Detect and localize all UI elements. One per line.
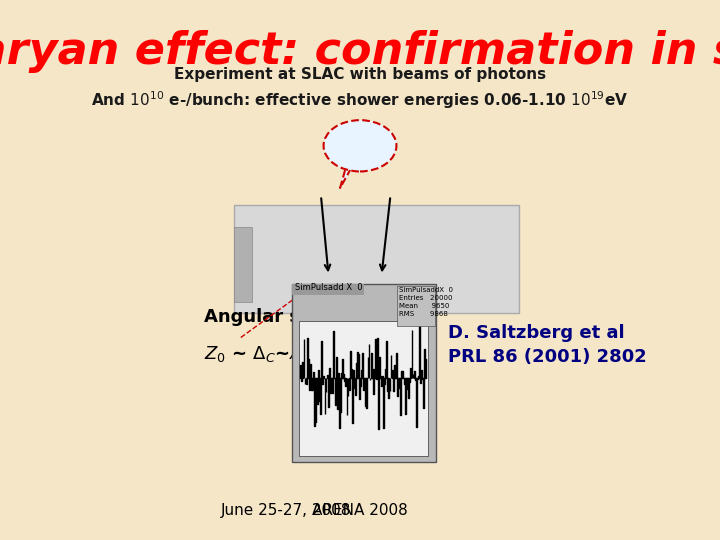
- Text: June 25-27, 2008: June 25-27, 2008: [221, 503, 351, 518]
- FancyBboxPatch shape: [234, 205, 519, 313]
- Text: PRL 86 (2001) 2802: PRL 86 (2001) 2802: [448, 348, 647, 366]
- FancyBboxPatch shape: [292, 284, 364, 295]
- Text: Mean      9650: Mean 9650: [399, 303, 449, 309]
- Text: ARENA 2008: ARENA 2008: [312, 503, 408, 518]
- Text: And $10^{10}$ e-/bunch: effective shower energies 0.06-1.10 $10^{19}$eV: And $10^{10}$ e-/bunch: effective shower…: [91, 89, 629, 111]
- FancyBboxPatch shape: [397, 286, 434, 326]
- FancyBboxPatch shape: [299, 321, 428, 456]
- Text: SimPulsadd X  0: SimPulsadd X 0: [295, 284, 363, 292]
- Ellipse shape: [323, 120, 397, 172]
- FancyBboxPatch shape: [234, 227, 253, 302]
- Text: Entries   20000: Entries 20000: [399, 295, 452, 301]
- Text: $Z_0$ ~ $\Delta_C$~$\lambda$L=1/L$\nu$: $Z_0$ ~ $\Delta_C$~$\lambda$L=1/L$\nu$: [204, 343, 369, 364]
- Text: D. Saltzberg et al: D. Saltzberg et al: [448, 324, 624, 342]
- Text: Askaryan effect: confirmation in sand: Askaryan effect: confirmation in sand: [0, 30, 720, 73]
- FancyBboxPatch shape: [292, 284, 436, 462]
- Polygon shape: [340, 170, 350, 188]
- Text: Angular spread: Angular spread: [204, 308, 359, 326]
- Text: SimPulsaddX  0: SimPulsaddX 0: [399, 287, 453, 293]
- Text: Experiment at SLAC with beams of photons: Experiment at SLAC with beams of photons: [174, 68, 546, 83]
- Text: RMS       9868: RMS 9868: [399, 311, 448, 318]
